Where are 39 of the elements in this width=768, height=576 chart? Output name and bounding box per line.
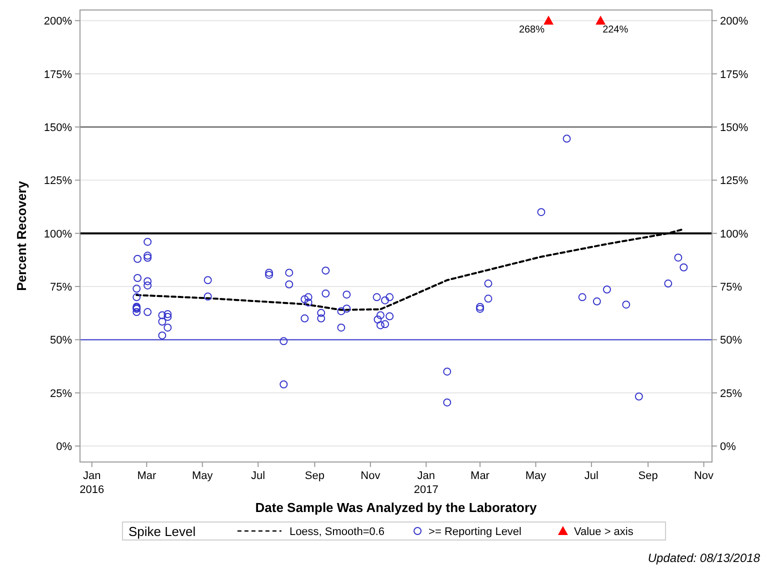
legend-label: Value > axis (574, 526, 634, 538)
y-tick-label: 200% (44, 16, 72, 28)
y-axis-title: Percent Recovery (14, 180, 29, 291)
y2-tick-label: 100% (720, 228, 748, 240)
y-tick-label: 25% (50, 388, 72, 400)
text: Updated: 08/13/2018 (648, 551, 760, 565)
x-tick-label: Mar (137, 470, 156, 482)
y2-tick-label: 125% (720, 175, 748, 188)
y-tick-label: 50% (50, 334, 72, 347)
legend-label: Loess, Smooth=0.6 (289, 526, 385, 538)
y2-tick-label: 75% (720, 282, 742, 294)
y2-tick-label: 150% (720, 122, 748, 134)
x-tick-label: Nov (694, 470, 714, 482)
y-tick-label: 125% (44, 175, 72, 188)
y-tick-label: 175% (44, 68, 72, 81)
y2-tick-label: 175% (720, 68, 748, 81)
x-axis-title: Date Sample Was Analyzed by the Laboratory (255, 500, 538, 515)
x-tick-label: Jan 2017 (414, 470, 438, 496)
legend-title: Spike Level (128, 524, 196, 539)
y-tick-label: 150% (44, 122, 72, 134)
y2-tick-label: 25% (720, 388, 742, 400)
annotation: 268% (518, 24, 545, 36)
x-tick-label: Jan 2016 (80, 470, 104, 496)
x-tick-label: May (525, 470, 547, 482)
x-tick-label: Jul (251, 470, 266, 482)
y-tick-label: 0% (56, 441, 72, 454)
y-tick-label: 75% (50, 282, 72, 294)
x-tick-label: Jul (584, 470, 598, 482)
y2-tick-label: 200% (720, 16, 748, 28)
x-tick-label: Sep (304, 470, 325, 482)
annotation: 224% (602, 24, 628, 36)
x-tick-label: Nov (360, 470, 381, 482)
x-tick-label: Sep (638, 470, 658, 482)
x-tick-label: May (192, 470, 214, 482)
x-tick-label: Mar (470, 470, 490, 482)
y2-tick-label: 0% (720, 441, 736, 454)
y-tick-label: 100% (44, 228, 72, 240)
y2-tick-label: 50% (720, 334, 742, 347)
legend-label: >= Reporting Level (428, 526, 522, 538)
